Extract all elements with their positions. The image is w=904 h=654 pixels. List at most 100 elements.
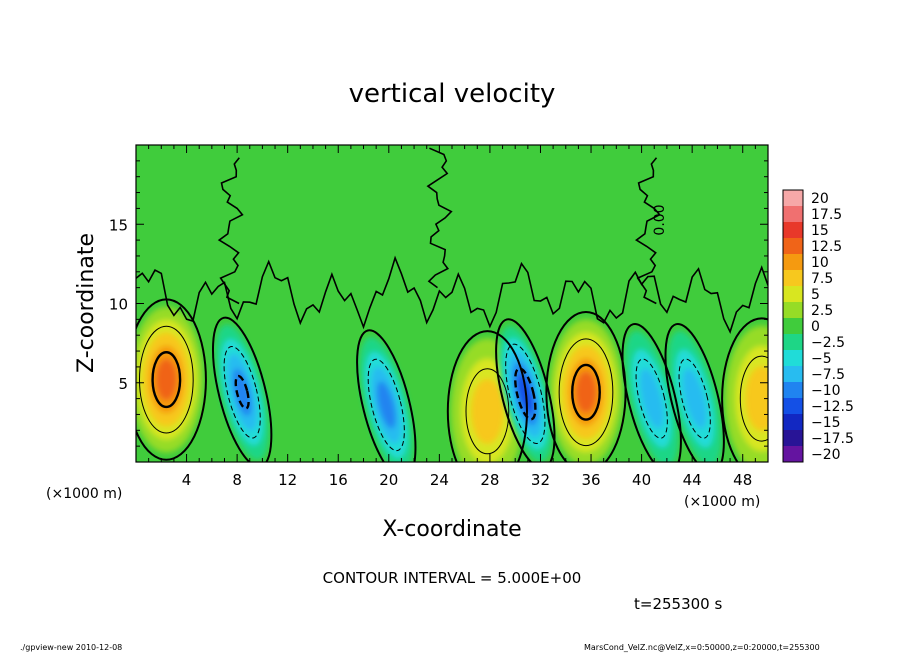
downdraft-cell [624,330,679,462]
zero-contour [721,317,768,462]
time-label: t=255300 s [634,595,722,613]
colorbar-label: −15 [811,415,841,431]
contour-label: 0.00 [652,204,668,235]
updraft-cell [549,319,623,462]
colorbar-swatch [783,190,803,207]
colorbar-swatch [783,254,803,271]
x-tick-label: 8 [232,471,242,489]
downdraft-contour [514,367,537,421]
colorbar-swatch [783,286,803,303]
x-tick-label: 20 [379,471,398,489]
downdraft-contour [505,343,546,445]
downdraft-cell [667,330,722,462]
y-axis-label: Z-coordinate [74,233,99,373]
colorbar-swatch [783,222,803,239]
x-unit-label-right: (×1000 m) [684,494,760,510]
colorbar-swatch [783,334,803,351]
colorbar-label: 12.5 [811,239,842,255]
x-tick-label: 48 [733,471,752,489]
colorbar-label: 5 [811,287,820,303]
colorbar-label: −10 [811,383,841,399]
y-tick-label: 5 [118,375,128,393]
updraft-contour [151,351,182,409]
updraft-cell [136,306,203,453]
x-tick-label: 12 [278,471,297,489]
footer-left: ./gpview-new 2010-12-08 [20,643,122,652]
chart-title: vertical velocity [349,79,556,109]
updraft-contour [138,325,194,434]
updraft-level [745,366,768,431]
colorbar-swatch [783,270,803,287]
contour-lines [136,147,768,462]
colorbar-swatch [783,446,803,463]
downdraft-contour [234,374,250,410]
footer-right: MarsCond_VelZ.nc@VelZ,x=0:50000,z=0:2000… [584,643,820,652]
zero-contour-finger [426,147,453,289]
zero-contour-upper [136,255,768,334]
x-tick-label: 16 [329,471,348,489]
zero-contour-finger [217,157,244,305]
colorbar-swatch [783,350,803,367]
colorbar-label: −12.5 [811,399,854,415]
plot-area: 0.00 [135,144,769,463]
x-tick-label: 4 [182,471,192,489]
zero-contour [356,329,417,462]
colorbar-swatch [783,302,803,319]
colorbar-swatch [783,238,803,255]
colorbar-label: 15 [811,223,829,239]
zero-contour [446,330,528,462]
colorbar-label: −5 [811,351,832,367]
downdraft-contour [367,358,405,452]
x-tick-label: 28 [480,471,499,489]
x-unit-label-left: (×1000 m) [46,486,122,502]
updraft-contour [465,368,510,455]
x-tick-label: 32 [531,471,550,489]
colorbar-label: 0 [811,319,820,335]
updraft-contour [571,363,601,421]
colorbar-label: −7.5 [811,367,845,383]
updraft-level [155,358,177,401]
x-tick-label: 36 [581,471,600,489]
y-tick-label: 10 [109,296,128,314]
y-tick-label: 15 [109,216,128,234]
colorbar-swatch [783,382,803,399]
zero-contour [495,318,556,462]
downdraft-cell [359,337,414,462]
colorbar-label: −2.5 [811,335,845,351]
x-tick-label: 40 [632,471,651,489]
downdraft-level [376,381,396,429]
colorbar-label: −17.5 [811,431,854,447]
y-axis: 5 10 15 [109,144,768,463]
x-tick-label: 44 [683,471,702,489]
downdraft-cell [215,324,269,461]
updraft-contour [558,338,614,447]
colorbar-swatch [783,206,803,223]
zero-contour [664,322,725,462]
colorbar-label: 17.5 [811,207,842,223]
colorbar-swatch [783,414,803,431]
zero-contour [211,316,273,462]
downdraft-contour [223,346,261,439]
colorbar-label: 2.5 [811,303,833,319]
zero-contour-finger [634,157,661,305]
updraft-level [471,378,504,444]
downdraft-level [232,368,252,416]
x-axis-label: X-coordinate [382,517,521,542]
colorbar-label: 10 [811,255,829,271]
colorbar-swatch [783,430,803,447]
downdraft-contour [678,358,711,439]
colorbar-label: 20 [811,191,829,207]
x-tick-label: 24 [430,471,449,489]
colorbar-label: −20 [811,447,841,463]
downdraft-level [682,368,707,429]
colorbar-frame [782,189,804,463]
colorbar-label: 7.5 [811,271,833,287]
colorbar-swatch [783,366,803,383]
colorbar-swatch [783,398,803,415]
contour-interval-label: CONTOUR INTERVAL = 5.000E+00 [323,569,582,587]
zero-contour [621,322,682,462]
downdraft-contour [635,358,668,439]
x-axis: 4 8 12 16 20 24 28 32 36 40 44 48 [135,145,769,489]
colorbar: 2017.51512.5107.552.50−2.5−5−7.5−10−12.5… [782,189,854,463]
